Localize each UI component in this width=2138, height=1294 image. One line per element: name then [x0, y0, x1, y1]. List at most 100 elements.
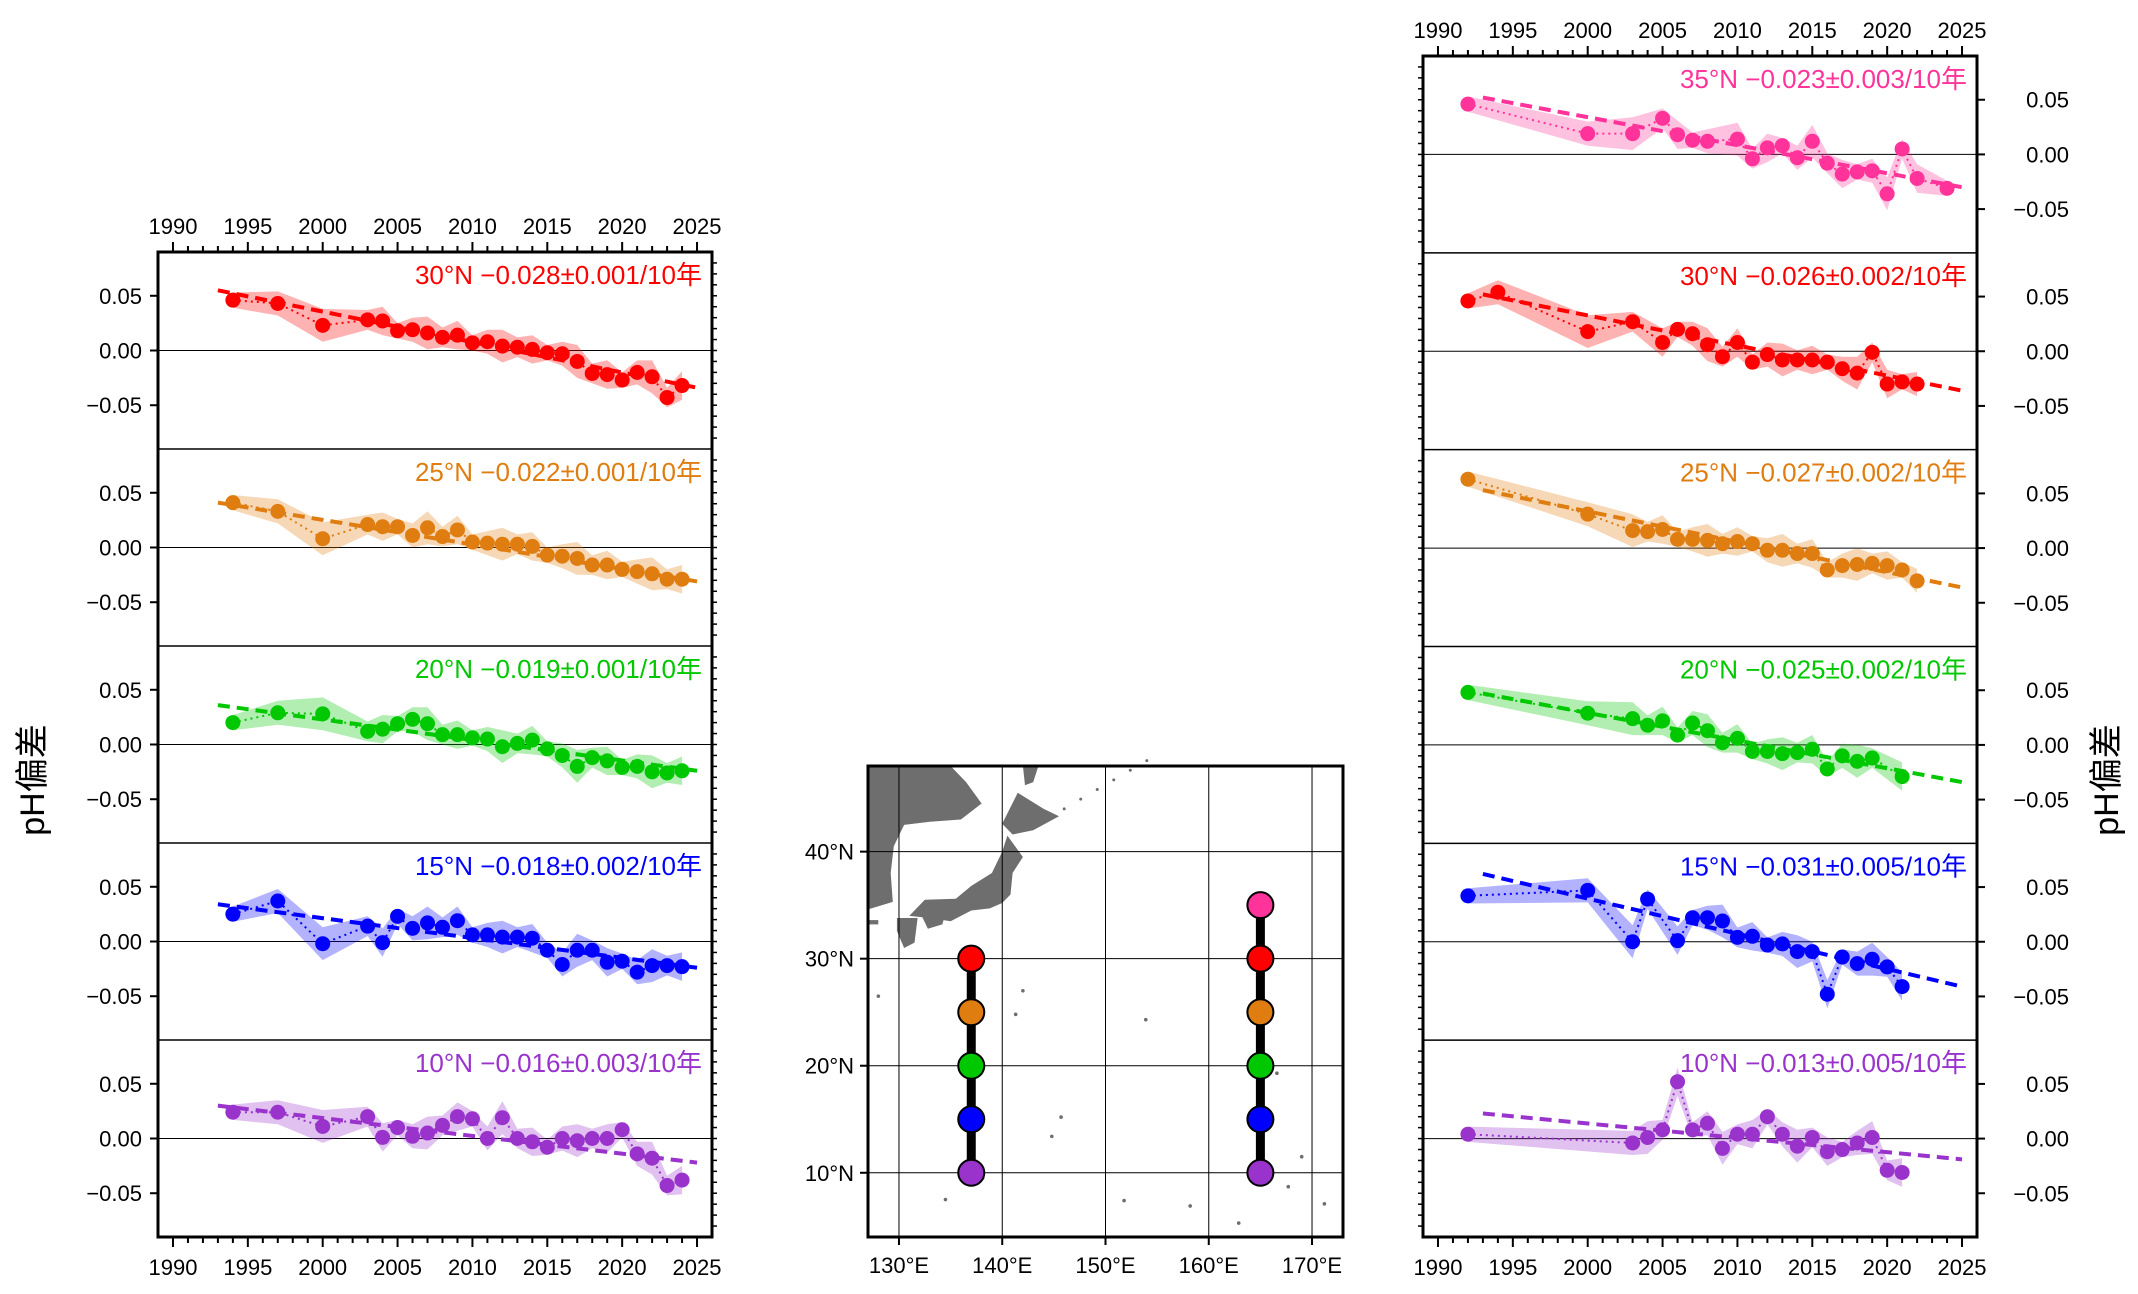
data-point [405, 711, 421, 727]
data-point [1655, 521, 1671, 537]
x-tick-label-top: 2010 [1713, 18, 1762, 43]
left-panel-group-137e: 30°N −0.028±0.001/10年 0.05 0.00 −0.05 25°N −… [86, 214, 721, 1280]
data-point [1490, 284, 1506, 300]
panel-label: 30°N −0.028±0.001/10年 [415, 260, 702, 290]
y-tick-label: 0.05 [99, 875, 142, 900]
uncertainty-band [1467, 684, 1903, 791]
data-point [1819, 155, 1835, 171]
left-ylabel: pH偏差 [14, 724, 52, 835]
panel-left-0: 30°N −0.028±0.001/10年 0.05 0.00 −0.05 [86, 260, 717, 439]
map-lat-label: 20°N [805, 1054, 854, 1079]
data-point [659, 958, 675, 974]
data-point [270, 295, 286, 311]
data-point [1864, 555, 1880, 571]
data-point [449, 913, 465, 929]
data-point [509, 536, 525, 552]
station-marker [1246, 944, 1275, 973]
station-marker [957, 998, 986, 1027]
map-lat-label: 10°N [805, 1161, 854, 1186]
data-point [315, 1118, 331, 1134]
jeju-land [868, 920, 879, 925]
data-point [1819, 562, 1835, 578]
data-point [1625, 1135, 1641, 1151]
data-point [659, 571, 675, 587]
data-point [674, 571, 690, 587]
data-point [449, 1109, 465, 1125]
panel-left-4: 10°N −0.016±0.003/10年 0.05 0.00 −0.05 [86, 1039, 717, 1227]
data-point [1699, 532, 1715, 548]
data-point [479, 1131, 495, 1146]
data-point [270, 503, 286, 519]
data-point [1849, 753, 1865, 769]
panel-label: 15°N −0.031±0.005/10年 [1680, 851, 1967, 881]
data-point [420, 915, 436, 931]
data-point [420, 716, 436, 732]
data-point [1685, 1122, 1701, 1138]
data-point [1640, 1129, 1656, 1145]
panel-label: 10°N −0.016±0.003/10年 [415, 1048, 702, 1078]
panel-label: 30°N −0.026±0.002/10年 [1680, 261, 1967, 291]
x-tick-label-top: 2000 [298, 214, 347, 239]
data-point [434, 329, 450, 345]
uncertainty-band [232, 1100, 683, 1196]
data-point [449, 522, 465, 538]
data-point [360, 918, 376, 934]
data-point [569, 353, 585, 369]
data-point [1849, 365, 1865, 381]
panel-frame [156, 250, 714, 1239]
data-point [1744, 928, 1760, 944]
data-point [1789, 150, 1805, 166]
trend-line [217, 288, 698, 390]
data-point [644, 764, 660, 780]
data-point [1699, 337, 1715, 353]
y-tick-label: 0.05 [99, 284, 142, 309]
station-marker [1246, 998, 1275, 1027]
y-tick-label: −0.05 [86, 787, 142, 812]
kuril-islet [1079, 797, 1083, 801]
data-point [405, 322, 421, 338]
trend-line [217, 703, 698, 773]
y-tick-label: −0.05 [2013, 984, 2069, 1009]
small-island [1322, 1202, 1327, 1206]
y-tick-label: 0.00 [99, 339, 142, 364]
panel-label: 25°N −0.022±0.001/10年 [415, 457, 702, 487]
x-tick-label-bottom: 2020 [598, 1255, 647, 1280]
data-point [659, 390, 675, 406]
data-point [225, 292, 241, 308]
data-point [434, 1117, 450, 1133]
data-point [554, 1131, 570, 1146]
data-point [1625, 126, 1641, 142]
data-point [1834, 166, 1850, 182]
data-point [1834, 361, 1850, 377]
data-point [1834, 558, 1850, 574]
data-point [494, 536, 510, 552]
y-tick-label: 0.05 [99, 1072, 142, 1097]
data-point [1819, 1144, 1835, 1160]
sakhalin-land [1022, 766, 1039, 786]
map-lat-label: 30°N [805, 947, 854, 972]
data-point [1729, 1126, 1745, 1142]
panel-right-1: 30°N −0.026±0.002/10年 0.05 0.00 −0.05 [1418, 252, 2069, 440]
small-island [943, 1197, 948, 1202]
data-point [674, 378, 690, 394]
data-point [1460, 888, 1476, 904]
data-point [1804, 741, 1820, 757]
x-tick-label-bottom: 2015 [1788, 1255, 1837, 1280]
uncertainty-band [232, 495, 683, 594]
station-marker [1246, 1105, 1275, 1134]
data-point [1655, 1122, 1671, 1138]
map-lon-label: 170°E [1282, 1253, 1342, 1278]
data-point [1849, 556, 1865, 572]
x-tick-label-bottom: 2010 [448, 1255, 497, 1280]
station-marker [957, 944, 986, 973]
data-point [509, 929, 525, 945]
data-point [390, 323, 406, 339]
data-point [644, 958, 660, 974]
data-point [1759, 140, 1775, 156]
trend-line [1482, 691, 1963, 785]
x-tick-label-bottom: 2015 [523, 1255, 572, 1280]
panel-label: 35°N −0.023±0.003/10年 [1680, 64, 1967, 94]
station-marker [1246, 891, 1275, 920]
x-tick-label-top: 2005 [1638, 18, 1687, 43]
data-point [375, 721, 391, 737]
